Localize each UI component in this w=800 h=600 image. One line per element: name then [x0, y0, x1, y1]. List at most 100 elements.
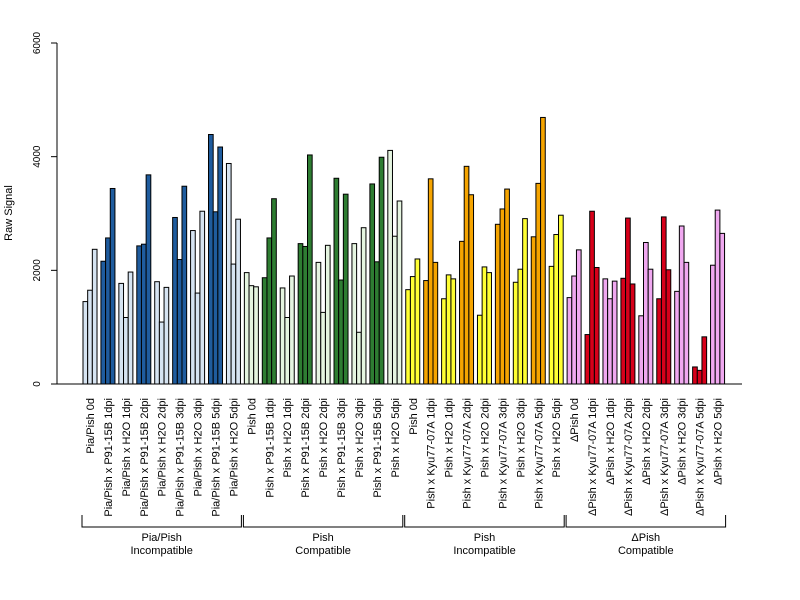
- bar-group: [118, 271, 134, 385]
- bar-group: [369, 156, 385, 385]
- bar: [320, 311, 326, 385]
- category-label: Pia/Pish x P91-15B 1dpi: [103, 398, 115, 517]
- bar: [459, 240, 465, 385]
- bar: [194, 292, 201, 385]
- category-label: Pish x P91-15B 3dpi: [336, 398, 348, 498]
- bar-group: [208, 134, 224, 385]
- bar: [284, 317, 291, 385]
- bar: [629, 283, 636, 385]
- category-label: ΔPish 0d: [569, 398, 581, 442]
- bar: [535, 182, 542, 385]
- bracket-line: [81, 515, 242, 528]
- bar: [369, 183, 376, 385]
- bar: [351, 243, 358, 385]
- category-label: Pish x H2O 1dpi: [282, 398, 294, 477]
- category-label: Pia/Pish x H2O 5dpi: [228, 398, 240, 496]
- bar-group: [100, 187, 116, 385]
- y-tick-label: 2000: [32, 259, 43, 282]
- bar-group: [620, 217, 636, 385]
- bar: [710, 264, 716, 385]
- group-label-line2: Compatible: [618, 545, 674, 557]
- bracket-line: [242, 515, 404, 528]
- bar: [611, 280, 618, 385]
- bar: [620, 277, 627, 385]
- bar: [683, 261, 690, 385]
- category-label: Pish x Kyu77-07A 3dpi: [497, 398, 509, 509]
- category-label: Pish x H2O 1dpi: [444, 398, 456, 477]
- group-label-line1: Pish: [312, 532, 333, 544]
- bar: [279, 287, 286, 385]
- group-label-line1: Pia/Pish: [142, 532, 182, 544]
- y-tick-label: 0: [32, 381, 43, 387]
- bar: [548, 265, 555, 385]
- category-label: Pish x P91-15B 1dpi: [264, 398, 276, 498]
- bar-group: [656, 216, 672, 385]
- bar: [468, 194, 475, 385]
- category-label: Pish x Kyu77-07A 1dpi: [426, 398, 438, 509]
- category-label: ΔPish x Kyu77-07A 3dpi: [659, 398, 671, 516]
- group-label-line2: Compatible: [295, 545, 351, 557]
- bar: [342, 193, 349, 385]
- bar: [571, 275, 577, 385]
- y-tick-label: 4000: [32, 145, 43, 168]
- category-labels: Pia/Pish 0d Pia/Pish x P91-15B 1dpi Pia/Pi…: [85, 398, 725, 517]
- bar: [378, 156, 385, 385]
- category-label: Pish x H2O 3dpi: [515, 398, 527, 477]
- group-brackets: Pia/PishIncompatiblePishCompatiblePishIn…: [81, 515, 727, 557]
- bar-group: [279, 275, 295, 385]
- bar-group: [494, 188, 510, 385]
- bar: [199, 210, 206, 385]
- bar-group: [190, 210, 206, 385]
- bar: [356, 331, 362, 385]
- bar: [409, 276, 416, 385]
- bar: [230, 263, 237, 385]
- bar: [499, 208, 506, 385]
- bar: [235, 218, 241, 385]
- bar: [678, 225, 685, 385]
- bar: [118, 282, 125, 385]
- bar: [486, 272, 492, 385]
- category-label: Pia/Pish x P91-15B 3dpi: [175, 398, 187, 517]
- bar-group: [476, 266, 492, 385]
- bar: [307, 154, 313, 385]
- bar: [253, 286, 259, 385]
- category-label: ΔPish x Kyu77-07A 1dpi: [587, 398, 599, 516]
- bar-group: [459, 165, 475, 385]
- bar-group: [225, 162, 241, 385]
- category-label: Pish x Kyu77-07A 2dpi: [462, 398, 474, 509]
- bracket-line: [565, 515, 727, 528]
- category-label: Pish x P91-15B 2dpi: [300, 398, 312, 498]
- bar: [212, 211, 219, 385]
- bar: [423, 280, 429, 385]
- bar-group: [82, 248, 98, 385]
- bar-group: [602, 278, 618, 385]
- bar: [225, 162, 232, 385]
- bar-group: [387, 149, 403, 385]
- y-tick-label: 6000: [32, 31, 43, 54]
- bar-group: [261, 198, 277, 385]
- bar-group: [333, 177, 349, 385]
- bar-group: [136, 174, 152, 385]
- category-label: Pia/Pish x H2O 1dpi: [121, 398, 133, 496]
- bar: [271, 198, 277, 385]
- bar: [315, 261, 322, 385]
- bar: [243, 272, 250, 385]
- bar: [396, 200, 403, 385]
- category-label: Pish x P91-15B 5dpi: [372, 398, 384, 498]
- category-label: Pia/Pish x H2O 2dpi: [157, 398, 169, 496]
- bar: [302, 245, 308, 385]
- bar: [140, 243, 147, 385]
- bar: [374, 261, 380, 385]
- bar: [127, 271, 134, 385]
- bar: [476, 314, 483, 385]
- category-label: ΔPish x H2O 5dpi: [713, 398, 725, 485]
- bar: [660, 216, 667, 385]
- bar: [405, 289, 411, 385]
- bar: [333, 177, 340, 385]
- category-label: ΔPish x H2O 1dpi: [605, 398, 617, 485]
- bar: [553, 234, 560, 385]
- bar: [190, 230, 196, 385]
- bar-group: [405, 258, 421, 385]
- bar: [589, 210, 595, 385]
